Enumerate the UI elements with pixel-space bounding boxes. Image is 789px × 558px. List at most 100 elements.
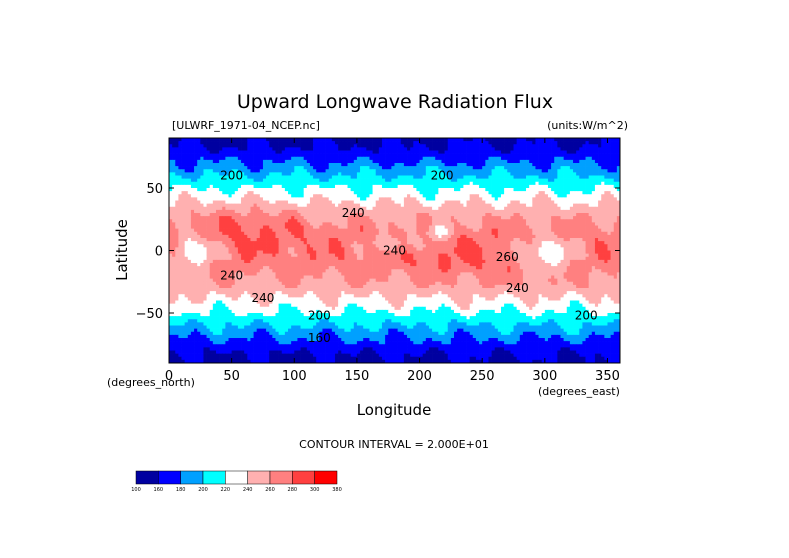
heatmap-cell	[259, 219, 264, 223]
heatmap-cell	[422, 172, 427, 176]
heatmap-cell	[247, 216, 251, 220]
heatmap-cell	[200, 206, 204, 211]
heatmap-cell	[475, 141, 480, 145]
heatmap-cell	[547, 178, 552, 183]
heatmap-cell	[510, 178, 514, 183]
heatmap-cell	[203, 225, 207, 229]
heatmap-cell	[535, 159, 539, 164]
heatmap-cell	[250, 206, 254, 211]
heatmap-cell	[526, 234, 530, 239]
heatmap-cell	[463, 166, 467, 170]
heatmap-cell	[284, 188, 289, 192]
heatmap-cell	[541, 219, 546, 223]
heatmap-cell	[347, 238, 352, 242]
heatmap-cell	[334, 238, 339, 242]
heatmap-cell	[538, 216, 543, 220]
heatmap-cell	[209, 219, 214, 223]
heatmap-cell	[237, 156, 242, 161]
heatmap-cell	[172, 147, 176, 151]
heatmap-cell	[547, 206, 552, 211]
heatmap-cell	[381, 225, 386, 229]
heatmap-cell	[601, 153, 605, 158]
heatmap-cell	[454, 147, 458, 151]
heatmap-cell	[569, 231, 574, 236]
heatmap-cell	[416, 238, 420, 242]
heatmap-cell	[566, 209, 571, 214]
heatmap-cell	[407, 209, 411, 214]
heatmap-cell	[510, 144, 514, 148]
heatmap-cell	[297, 144, 301, 148]
heatmap-cell	[466, 238, 471, 242]
heatmap-cell	[403, 144, 408, 148]
heatmap-cell	[598, 144, 602, 148]
heatmap-cell	[366, 166, 370, 170]
heatmap-cell	[526, 166, 530, 170]
heatmap-cell	[350, 219, 355, 223]
heatmap-cell	[172, 194, 176, 198]
heatmap-cell	[513, 178, 517, 183]
heatmap-cell	[551, 184, 555, 189]
heatmap-cell	[291, 206, 295, 211]
heatmap-cell	[294, 141, 298, 145]
heatmap-cell	[381, 231, 386, 236]
heatmap-cell	[466, 216, 471, 220]
heatmap-cell	[250, 138, 254, 142]
heatmap-cell	[184, 175, 189, 179]
heatmap-cell	[516, 197, 521, 201]
heatmap-cell	[366, 216, 370, 220]
heatmap-cell	[407, 228, 411, 233]
heatmap-cell	[419, 194, 424, 198]
heatmap-cell	[319, 216, 323, 220]
heatmap-cell	[366, 147, 370, 151]
heatmap-cell	[432, 178, 436, 183]
heatmap-cell	[237, 147, 242, 151]
heatmap-cell	[190, 200, 195, 204]
heatmap-cell	[560, 228, 564, 233]
heatmap-cell	[225, 222, 229, 226]
heatmap-cell	[231, 163, 236, 167]
heatmap-cell	[391, 191, 395, 195]
heatmap-cell	[613, 178, 618, 183]
heatmap-cell	[175, 181, 179, 186]
heatmap-cell	[403, 209, 408, 214]
heatmap-cell	[526, 172, 530, 176]
heatmap-cell	[447, 184, 452, 189]
heatmap-cell	[547, 188, 552, 192]
heatmap-cell	[219, 244, 223, 248]
heatmap-cell	[391, 209, 395, 214]
heatmap-cell	[256, 141, 261, 145]
heatmap-cell	[576, 203, 580, 208]
heatmap-cell	[385, 172, 389, 176]
heatmap-cell	[338, 234, 342, 239]
heatmap-cell	[237, 225, 242, 229]
heatmap-cell	[573, 169, 577, 173]
heatmap-cell	[394, 197, 398, 201]
heatmap-cell	[413, 191, 417, 195]
heatmap-cell	[569, 153, 574, 158]
heatmap-cell	[579, 147, 583, 151]
heatmap-cell	[419, 150, 424, 154]
heatmap-cell	[400, 231, 405, 236]
heatmap-cell	[544, 163, 549, 167]
heatmap-cell	[262, 200, 267, 204]
heatmap-cell	[222, 150, 226, 154]
heatmap-cell	[591, 200, 596, 204]
heatmap-cell	[344, 178, 348, 183]
heatmap-cell	[594, 153, 599, 158]
heatmap-cell	[237, 241, 242, 245]
heatmap-cell	[169, 172, 173, 176]
heatmap-cell	[532, 213, 536, 217]
heatmap-cell	[557, 234, 561, 239]
heatmap-cell	[488, 159, 492, 164]
heatmap-cell	[313, 209, 317, 214]
heatmap-cell	[338, 191, 342, 195]
heatmap-cell	[422, 188, 427, 192]
heatmap-cell	[366, 225, 370, 229]
heatmap-cell	[250, 181, 254, 186]
heatmap-cell	[363, 213, 367, 217]
heatmap-cell	[491, 241, 496, 245]
heatmap-cell	[460, 172, 464, 176]
heatmap-cell	[294, 197, 298, 201]
heatmap-cell	[244, 231, 248, 236]
heatmap-cell	[234, 213, 239, 217]
